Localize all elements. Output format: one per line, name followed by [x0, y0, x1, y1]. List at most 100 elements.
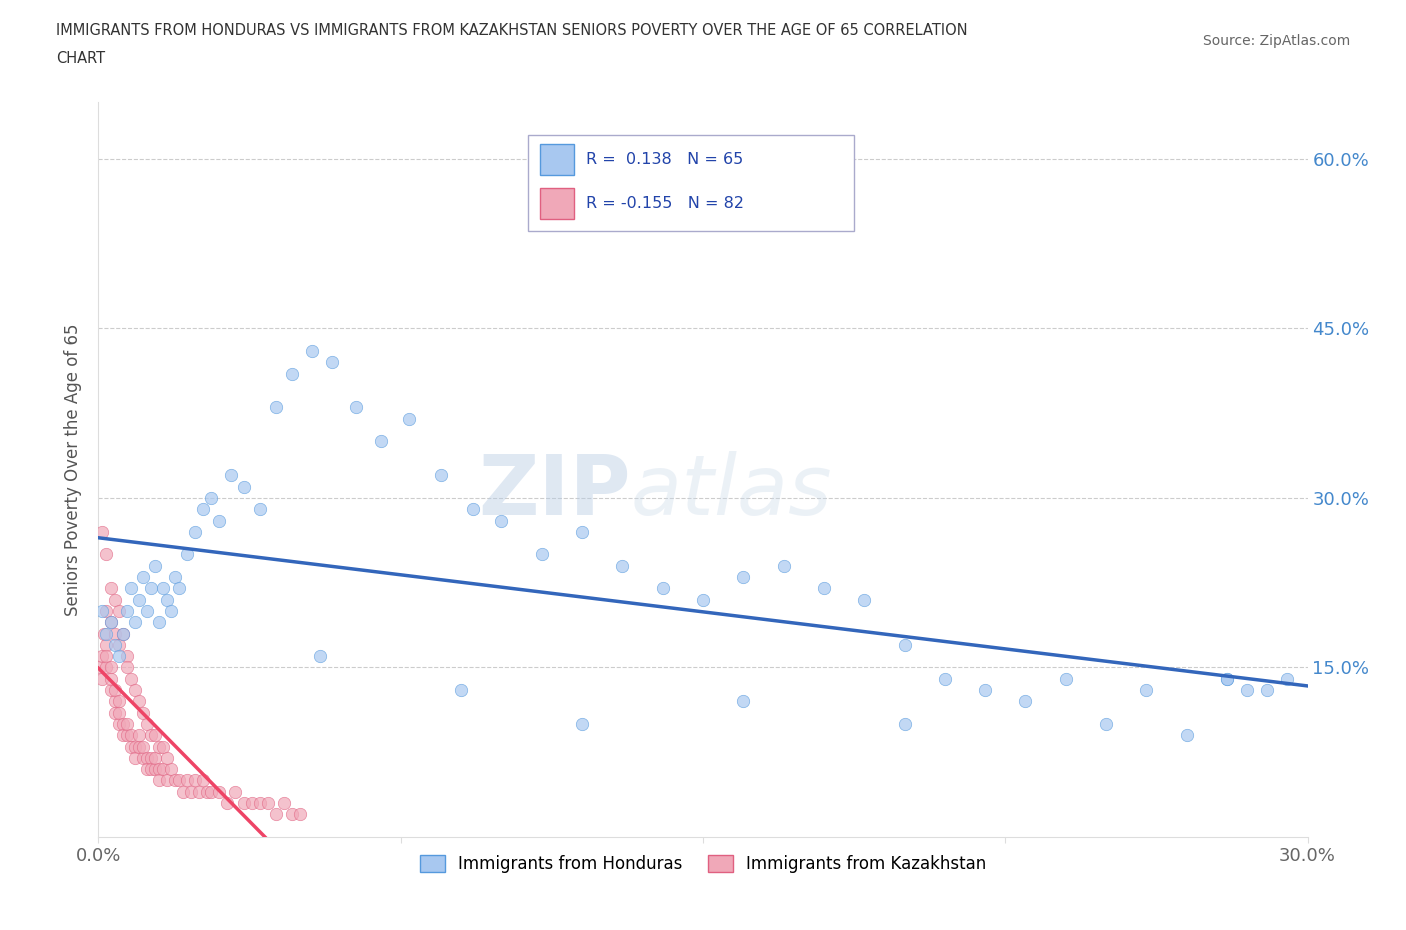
Point — [813, 581, 835, 596]
Point — [193, 502, 215, 517]
Point — [249, 796, 271, 811]
Point — [100, 683, 122, 698]
Bar — [540, 188, 574, 219]
FancyBboxPatch shape — [527, 136, 855, 231]
Point — [1054, 671, 1077, 686]
Point — [156, 751, 179, 765]
Point — [103, 683, 125, 698]
Point — [974, 683, 997, 698]
Y-axis label: Seniors Poverty Over the Age of 65: Seniors Poverty Over the Age of 65 — [65, 324, 83, 616]
Point — [139, 581, 162, 596]
Point — [176, 547, 198, 562]
Point — [240, 796, 263, 811]
Point — [163, 773, 186, 788]
Point — [200, 490, 222, 505]
Point — [100, 615, 122, 630]
Point — [156, 592, 179, 607]
Point — [96, 604, 118, 618]
Point — [96, 626, 118, 641]
Point — [249, 502, 271, 517]
Point — [224, 784, 246, 799]
Point — [612, 558, 634, 573]
Point — [93, 626, 115, 641]
Point — [281, 366, 304, 381]
Point — [100, 671, 122, 686]
Point — [132, 751, 155, 765]
Point — [208, 513, 231, 528]
Point — [200, 784, 222, 799]
Point — [139, 751, 162, 765]
Point — [111, 626, 134, 641]
Point — [124, 683, 146, 698]
Point — [344, 400, 367, 415]
Point — [1277, 671, 1299, 686]
Point — [264, 807, 287, 822]
Point — [772, 558, 794, 573]
Point — [273, 796, 295, 811]
Text: CHART: CHART — [56, 51, 105, 66]
Point — [115, 604, 138, 618]
Point — [193, 773, 215, 788]
Point — [571, 716, 593, 731]
Point — [91, 525, 114, 539]
Point — [128, 739, 150, 754]
Text: Source: ZipAtlas.com: Source: ZipAtlas.com — [1202, 34, 1350, 48]
Point — [1095, 716, 1118, 731]
Point — [96, 649, 118, 664]
Point — [115, 660, 138, 675]
Point — [143, 751, 166, 765]
Point — [692, 592, 714, 607]
Point — [107, 705, 129, 720]
Text: atlas: atlas — [630, 451, 832, 532]
Point — [135, 751, 157, 765]
Point — [1014, 694, 1036, 709]
Point — [148, 615, 170, 630]
Point — [91, 649, 114, 664]
Point — [143, 762, 166, 777]
Point — [571, 525, 593, 539]
Point — [96, 660, 118, 675]
Point — [450, 683, 472, 698]
Point — [107, 694, 129, 709]
Point — [96, 637, 118, 652]
Point — [221, 468, 243, 483]
Point — [256, 796, 278, 811]
Point — [370, 434, 392, 449]
Point — [893, 716, 915, 731]
Point — [1256, 683, 1278, 698]
Point — [463, 502, 485, 517]
Point — [100, 660, 122, 675]
Point — [135, 762, 157, 777]
Point — [264, 400, 287, 415]
Point — [107, 649, 129, 664]
Point — [180, 784, 202, 799]
Text: R = -0.155   N = 82: R = -0.155 N = 82 — [586, 196, 744, 211]
Point — [398, 411, 420, 426]
Point — [107, 604, 129, 618]
Point — [103, 637, 125, 652]
Point — [124, 615, 146, 630]
Point — [96, 547, 118, 562]
Point — [152, 581, 174, 596]
Point — [128, 728, 150, 743]
Point — [208, 784, 231, 799]
Point — [148, 762, 170, 777]
Point — [301, 343, 323, 358]
Point — [281, 807, 304, 822]
Point — [288, 807, 311, 822]
Point — [232, 796, 254, 811]
Point — [115, 716, 138, 731]
Point — [120, 581, 142, 596]
Text: IMMIGRANTS FROM HONDURAS VS IMMIGRANTS FROM KAZAKHSTAN SENIORS POVERTY OVER THE : IMMIGRANTS FROM HONDURAS VS IMMIGRANTS F… — [56, 23, 967, 38]
Point — [89, 660, 111, 675]
Point — [172, 784, 194, 799]
Point — [163, 569, 186, 584]
Point — [100, 615, 122, 630]
Point — [188, 784, 211, 799]
Point — [128, 694, 150, 709]
Point — [176, 773, 198, 788]
Point — [111, 626, 134, 641]
Point — [111, 728, 134, 743]
Point — [128, 592, 150, 607]
Point — [124, 739, 146, 754]
